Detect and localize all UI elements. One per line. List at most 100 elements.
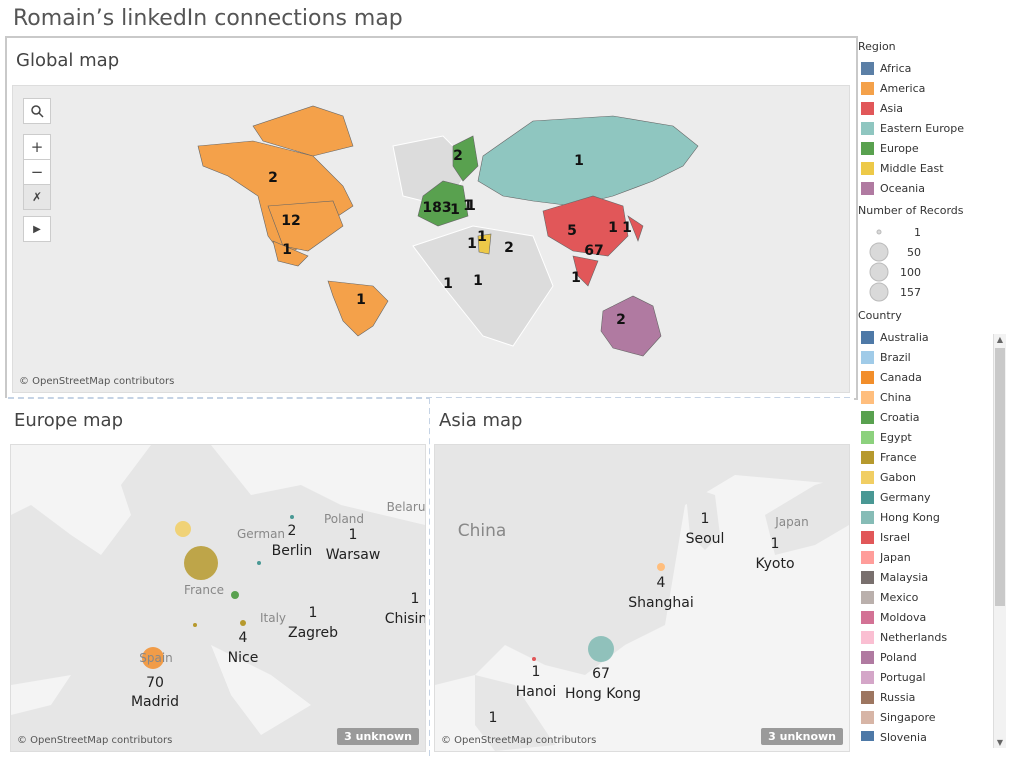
scroll-down-icon[interactable]: ▼	[996, 738, 1004, 747]
legend-region-middle-east[interactable]: Middle East	[857, 158, 1007, 178]
map-label-germany: German	[236, 527, 286, 541]
legend-panel: Region Africa America Asia Eastern Europe Eu…	[857, 40, 1007, 741]
europe-map[interactable]: Poland Belaru German France Italy Spain …	[10, 444, 426, 752]
global-num: 2	[453, 148, 463, 164]
city-name: Kyoto	[755, 556, 795, 572]
legend-country-japan[interactable]: Japan	[857, 547, 1007, 567]
spain-bubble[interactable]	[142, 647, 164, 669]
legend-country-egypt[interactable]: Egypt	[857, 427, 1007, 447]
color-swatch	[861, 390, 874, 404]
legend-label: China	[880, 390, 912, 404]
global-map-panel: Global map	[5, 36, 858, 400]
legend-country-russia[interactable]: Russia	[857, 687, 1007, 707]
legend-region-eastern-europe[interactable]: Eastern Europe	[857, 118, 1007, 138]
color-swatch	[861, 161, 874, 175]
legend-country-moldova[interactable]: Moldova	[857, 607, 1007, 627]
legend-country-gabon[interactable]: Gabon	[857, 467, 1007, 487]
legend-region-africa[interactable]: Africa	[857, 58, 1007, 78]
city-name: Hong Kong	[564, 686, 642, 702]
legend-label: Netherlands	[880, 630, 948, 644]
world-map	[13, 86, 849, 392]
unknown-badge[interactable]: 3 unknown	[761, 728, 843, 745]
legend-country-portugal[interactable]: Portugal	[857, 667, 1007, 687]
zoom-in-button[interactable]: +	[23, 134, 51, 160]
global-num: 1	[467, 236, 477, 252]
legend-label: Germany	[880, 490, 931, 504]
color-swatch	[861, 430, 874, 444]
legend-region-oceania[interactable]: Oceania	[857, 178, 1007, 198]
legend-region-america[interactable]: America	[857, 78, 1007, 98]
map-credit: © OpenStreetMap contributors	[441, 735, 597, 746]
legend-country-slovenia[interactable]: Slovenia	[857, 727, 1007, 741]
map-label-belarus: Belaru	[386, 500, 426, 514]
global-num: 1	[443, 276, 453, 292]
nice-dot[interactable]	[240, 620, 246, 626]
shanghai-dot[interactable]	[657, 563, 665, 571]
legend-country-china[interactable]: China	[857, 387, 1007, 407]
legend-label: Canada	[880, 370, 922, 384]
expand-toolbar-button[interactable]: ▶	[23, 216, 51, 242]
legend-country-mexico[interactable]: Mexico	[857, 587, 1007, 607]
legend-country-netherlands[interactable]: Netherlands	[857, 627, 1007, 647]
legend-country-israel[interactable]: Israel	[857, 527, 1007, 547]
city-count: 1	[308, 605, 318, 621]
croatia-dot[interactable]	[231, 591, 239, 599]
global-num: 1	[282, 242, 292, 258]
hong-kong-bubble[interactable]	[588, 636, 614, 662]
legend-country-singapore[interactable]: Singapore	[857, 707, 1007, 727]
legend-label: Egypt	[880, 430, 912, 444]
size-circle	[869, 282, 889, 302]
search-map-button[interactable]	[23, 98, 51, 124]
france-bubble[interactable]	[184, 546, 218, 580]
global-num: 1	[473, 273, 483, 289]
size-value: 100	[900, 265, 921, 279]
hanoi-dot[interactable]	[532, 657, 536, 661]
legend-label: Malaysia	[880, 570, 929, 584]
legend-region-asia[interactable]: Asia	[857, 98, 1007, 118]
color-swatch	[861, 730, 874, 741]
map-label-poland: Poland	[323, 512, 365, 526]
legend-label: Moldova	[880, 610, 927, 624]
unknown-badge[interactable]: 3 unknown	[337, 728, 419, 745]
global-map[interactable]: 2 12 1 1 2 1 183 1 1 1 1 2 1 1 5 67 1 1 …	[12, 85, 850, 393]
berlin-dot[interactable]	[290, 515, 294, 519]
legend-country-germany[interactable]: Germany	[857, 487, 1007, 507]
legend-country-poland[interactable]: Poland	[857, 647, 1007, 667]
scroll-up-icon[interactable]: ▲	[996, 335, 1004, 344]
dashboard-title: Romain’s linkedIn connections map	[13, 6, 403, 31]
color-swatch	[861, 61, 874, 75]
global-num: 2	[268, 170, 278, 186]
asia-map-title: Asia map	[439, 410, 523, 431]
legend-region-europe[interactable]: Europe	[857, 138, 1007, 158]
unpin-map-button[interactable]: ✗	[23, 184, 51, 210]
legend-country-france[interactable]: France	[857, 447, 1007, 467]
zoom-out-button[interactable]: −	[23, 159, 51, 185]
legend-country-canada[interactable]: Canada	[857, 367, 1007, 387]
color-swatch	[861, 450, 874, 464]
legend-label: Australia	[880, 330, 929, 344]
europe-basemap	[11, 445, 425, 751]
legend-country-brazil[interactable]: Brazil	[857, 347, 1007, 367]
color-swatch	[861, 570, 874, 584]
legend-country-australia[interactable]: Australia	[857, 327, 1007, 347]
legend-label: Russia	[880, 690, 916, 704]
global-num: 1	[574, 153, 584, 169]
legend-country-malaysia[interactable]: Malaysia	[857, 567, 1007, 587]
asia-map[interactable]: China Japan 1 Seoul 1 Kyoto 4 Shanghai 6…	[434, 444, 850, 752]
global-num: 1	[450, 202, 460, 218]
global-num: 1	[608, 220, 618, 236]
global-num: 183	[422, 200, 452, 216]
scroll-thumb[interactable]	[995, 348, 1005, 606]
legend-label: Singapore	[880, 710, 936, 724]
size-legend: 1 50 100 157	[857, 222, 1007, 302]
legend-label: Hong Kong	[880, 510, 940, 524]
legend-country-hong-kong[interactable]: Hong Kong	[857, 507, 1007, 527]
legend-scrollbar[interactable]: ▲ ▼	[993, 334, 1006, 748]
uk-bubble[interactable]	[175, 521, 191, 537]
legend-label: Gabon	[880, 470, 916, 484]
global-num: 67	[584, 243, 604, 259]
russia-shape	[477, 115, 699, 207]
color-swatch	[861, 610, 874, 624]
legend-country-croatia[interactable]: Croatia	[857, 407, 1007, 427]
global-num: 1	[622, 220, 632, 236]
